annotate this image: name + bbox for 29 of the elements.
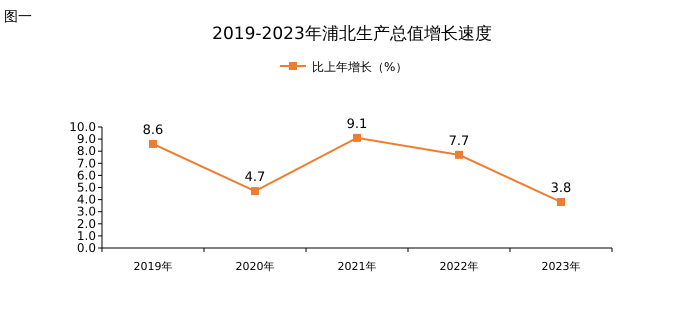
- y-tick-label: 9.0: [76, 132, 96, 146]
- x-tick-label: 2019年: [134, 260, 172, 273]
- point: [557, 198, 565, 206]
- data-label: 8.6: [142, 122, 164, 138]
- y-tick-label: 7.0: [76, 156, 96, 170]
- legend-label: 比上年增长（%）: [312, 60, 408, 74]
- x-tick-label: 2020年: [236, 260, 274, 273]
- y-tick-label: 10.0: [69, 120, 96, 134]
- y-tick-label: 2.0: [76, 216, 96, 231]
- chart-title: 2019-2023年浦北生产总值增长速度: [212, 24, 492, 44]
- x-tick-label: 2021年: [338, 260, 376, 273]
- y-tick-label: 0.0: [76, 241, 96, 255]
- y-tick-label: 1.0: [76, 228, 96, 243]
- y-tick-label: 8.0: [76, 144, 96, 158]
- data-label: 7.7: [448, 134, 470, 149]
- y-tick-label: 3.0: [76, 204, 96, 219]
- point: [251, 187, 259, 196]
- data-label: 9.1: [346, 116, 368, 132]
- data-label: 3.8: [550, 181, 572, 196]
- point: [149, 140, 157, 148]
- y-tick-label: 6.0: [76, 168, 96, 182]
- point: [455, 150, 463, 159]
- y-tick-label: 5.0: [76, 180, 96, 194]
- x-tick-label: 2022年: [440, 260, 478, 273]
- data-label: 4.7: [244, 170, 266, 186]
- x-tick-label: 2023年: [542, 260, 580, 273]
- text: 图一: [4, 9, 32, 25]
- point: [353, 134, 361, 142]
- y-tick-label: 4.0: [76, 192, 96, 207]
